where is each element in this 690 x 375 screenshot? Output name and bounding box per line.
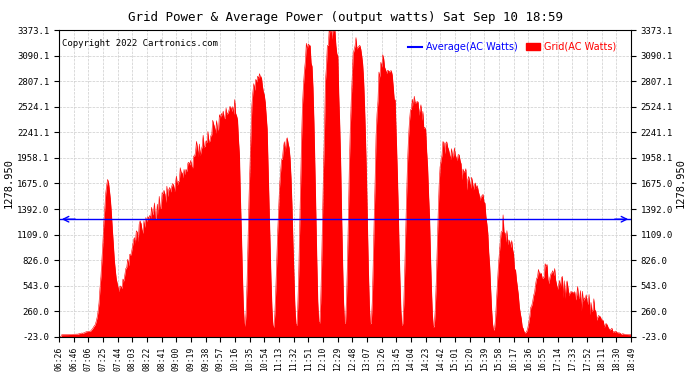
- Y-axis label: 1278.950: 1278.950: [676, 159, 686, 209]
- Legend: Average(AC Watts), Grid(AC Watts): Average(AC Watts), Grid(AC Watts): [404, 38, 620, 56]
- Text: Copyright 2022 Cartronics.com: Copyright 2022 Cartronics.com: [62, 39, 217, 48]
- Y-axis label: 1278.950: 1278.950: [4, 159, 14, 209]
- Text: Grid Power & Average Power (output watts) Sat Sep 10 18:59: Grid Power & Average Power (output watts…: [128, 11, 562, 24]
